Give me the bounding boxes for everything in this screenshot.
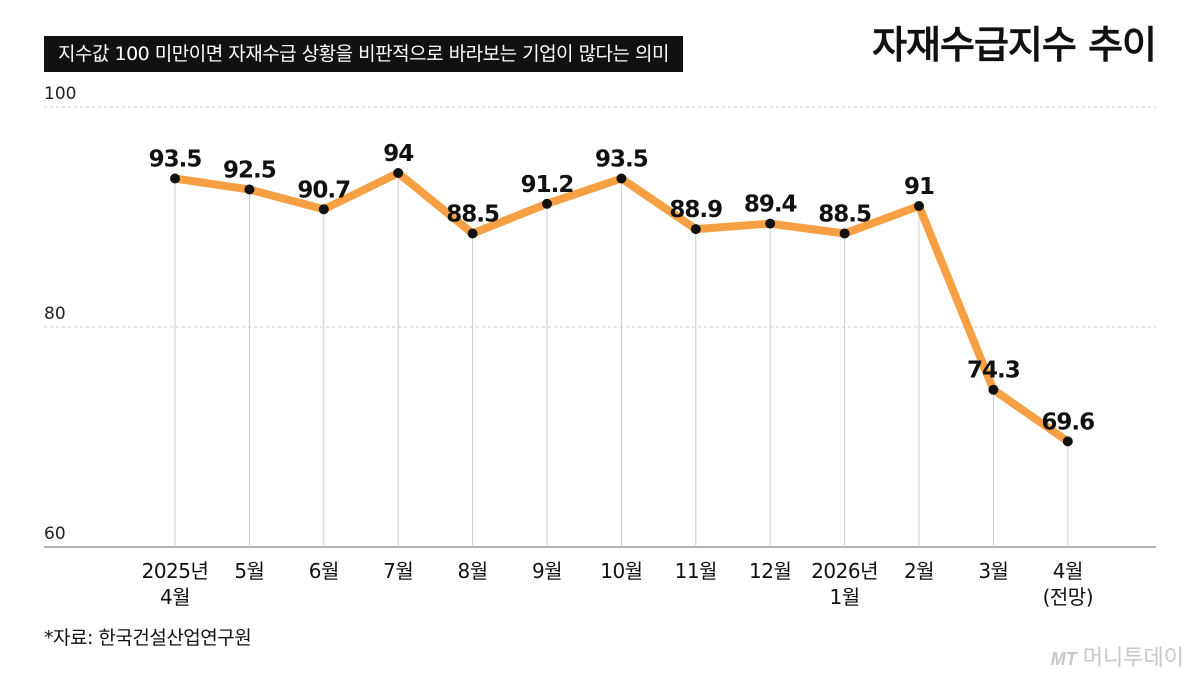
x-tick-label: 2025년 4월 (142, 559, 209, 609)
data-point (467, 228, 478, 239)
data-label: 92.5 (223, 158, 276, 184)
data-point (690, 224, 701, 235)
x-tick-label: 4월 (전망) (1043, 559, 1093, 609)
x-tick-label: 9월 (532, 559, 562, 583)
x-tick-label: 12월 (749, 559, 791, 583)
chart-subtitle: 지수값 100 미만이면 자재수급 상황을 비판적으로 바라보는 기업이 많다는… (44, 36, 684, 72)
data-point (914, 201, 924, 211)
x-tick-label: 10월 (600, 559, 642, 583)
logo-text: 머니투데이 (1082, 645, 1184, 670)
data-label: 89.4 (744, 192, 797, 218)
data-label: 94 (383, 141, 413, 167)
data-label: 88.5 (818, 202, 871, 228)
y-tick-label: 100 (44, 84, 76, 104)
x-tick-label: 6월 (309, 559, 339, 583)
data-label: 74.3 (967, 358, 1020, 384)
x-tick-label: 5월 (234, 559, 264, 583)
data-point (839, 228, 850, 239)
data-label: 88.9 (669, 197, 722, 223)
chart-title: 자재수급지수 추이 (872, 23, 1157, 67)
logo-mark: MT (1050, 649, 1077, 669)
data-point (244, 184, 255, 195)
data-point (542, 198, 552, 209)
data-label: 88.5 (446, 202, 499, 228)
data-point (318, 204, 329, 215)
data-label: 93.5 (595, 147, 648, 173)
data-point (988, 384, 999, 395)
source-note: *자료: 한국건설산업연구원 (44, 627, 252, 649)
data-point (170, 173, 180, 184)
y-tick-label: 80 (44, 304, 66, 324)
x-tick-label: 8월 (458, 559, 488, 583)
x-tick-label: 2026년 1월 (811, 559, 878, 609)
data-point (393, 168, 404, 178)
data-label: 90.7 (297, 177, 350, 203)
data-label: 69.6 (1041, 409, 1094, 435)
data-point (1062, 436, 1073, 447)
x-tick-label: 3월 (978, 559, 1008, 583)
x-tick-label: 2월 (904, 559, 934, 583)
data-point (765, 218, 776, 229)
publisher-logo: MT 머니투데이 (1051, 640, 1184, 672)
data-label: 93.5 (149, 147, 202, 173)
data-label: 91.2 (521, 172, 574, 198)
data-point (616, 173, 627, 184)
data-label: 91 (904, 174, 934, 200)
y-tick-label: 60 (44, 524, 66, 544)
x-tick-label: 7월 (383, 559, 413, 583)
x-tick-label: 11월 (675, 559, 717, 583)
